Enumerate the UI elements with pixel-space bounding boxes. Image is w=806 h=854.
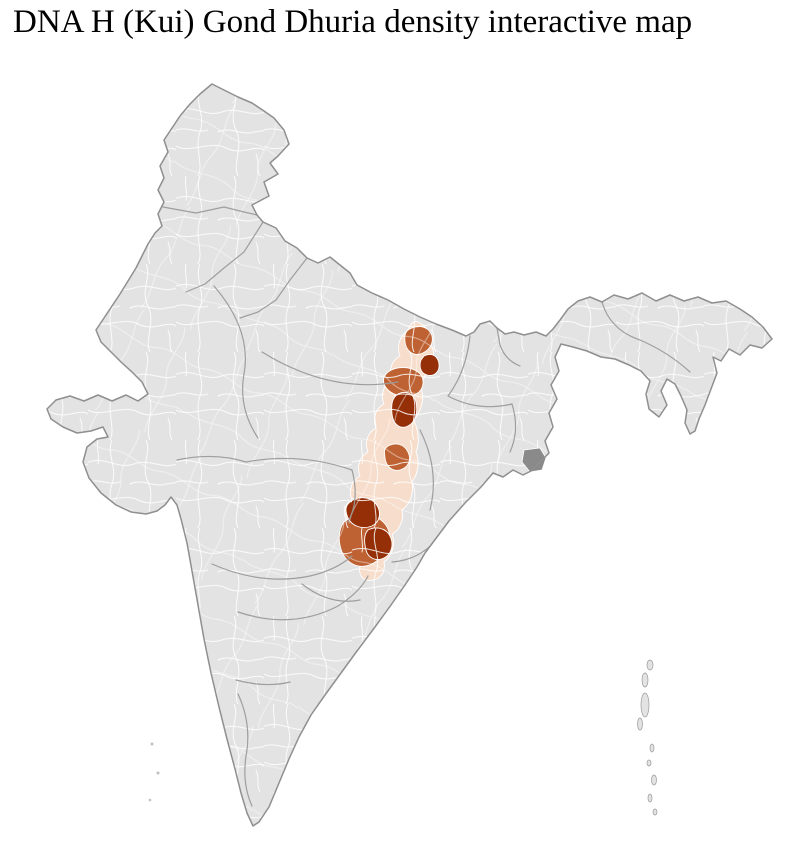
lakshadweep-islands <box>148 742 160 802</box>
island[interactable] <box>647 793 653 803</box>
island[interactable] <box>637 717 643 731</box>
page-title: DNA H (Kui) Gond Dhuria density interact… <box>13 4 693 40</box>
island[interactable] <box>652 808 658 816</box>
island[interactable] <box>649 743 655 753</box>
state-borders <box>162 206 691 807</box>
island <box>156 771 160 775</box>
island[interactable] <box>646 759 652 767</box>
dense-gray-area <box>521 447 547 473</box>
island[interactable] <box>641 672 649 688</box>
island[interactable] <box>651 774 657 786</box>
island <box>150 742 154 746</box>
andaman-nicobar-islands[interactable] <box>637 659 658 816</box>
island <box>148 798 152 802</box>
island[interactable] <box>646 659 654 671</box>
island[interactable] <box>640 692 650 718</box>
district-mesh-layer-2 <box>47 84 772 826</box>
district-mesh <box>47 84 772 826</box>
